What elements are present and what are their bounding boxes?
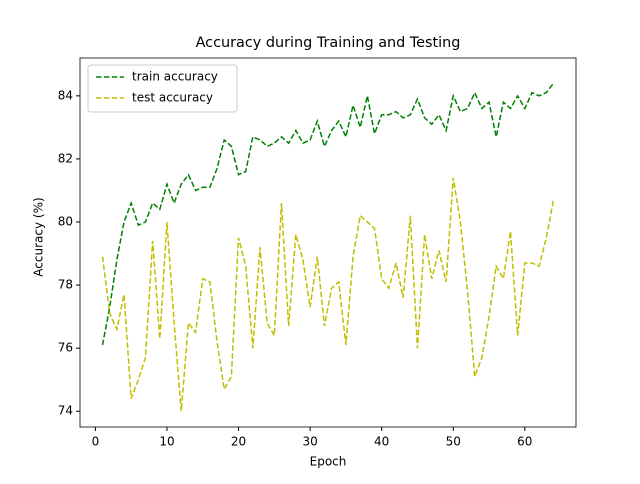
y-axis-label: Accuracy (%) <box>32 197 46 276</box>
data-line <box>101 177 555 412</box>
y-tick-label: 76 <box>58 341 73 355</box>
x-tick-label: 0 <box>92 435 100 449</box>
x-axis-label: Epoch <box>310 455 347 469</box>
x-tick-label: 20 <box>231 435 246 449</box>
y-tick-label: 84 <box>58 88 73 102</box>
legend-box <box>87 64 238 113</box>
plot-frame <box>79 57 577 428</box>
y-tick-label: 78 <box>58 278 73 292</box>
chart-title: Accuracy during Training and Testing <box>196 35 461 51</box>
x-tick-label: 10 <box>159 435 174 449</box>
x-tick-label: 50 <box>446 435 461 449</box>
legend-label: train accuracy <box>132 70 218 84</box>
y-tick-label: 80 <box>58 215 73 229</box>
data-line <box>101 82 555 346</box>
x-tick-label: 30 <box>302 435 317 449</box>
y-tick-label: 82 <box>58 151 73 165</box>
legend-label: test accuracy <box>132 91 213 105</box>
x-tick-label: 40 <box>374 435 389 449</box>
x-tick-label: 60 <box>517 435 532 449</box>
y-tick-label: 74 <box>58 404 73 418</box>
